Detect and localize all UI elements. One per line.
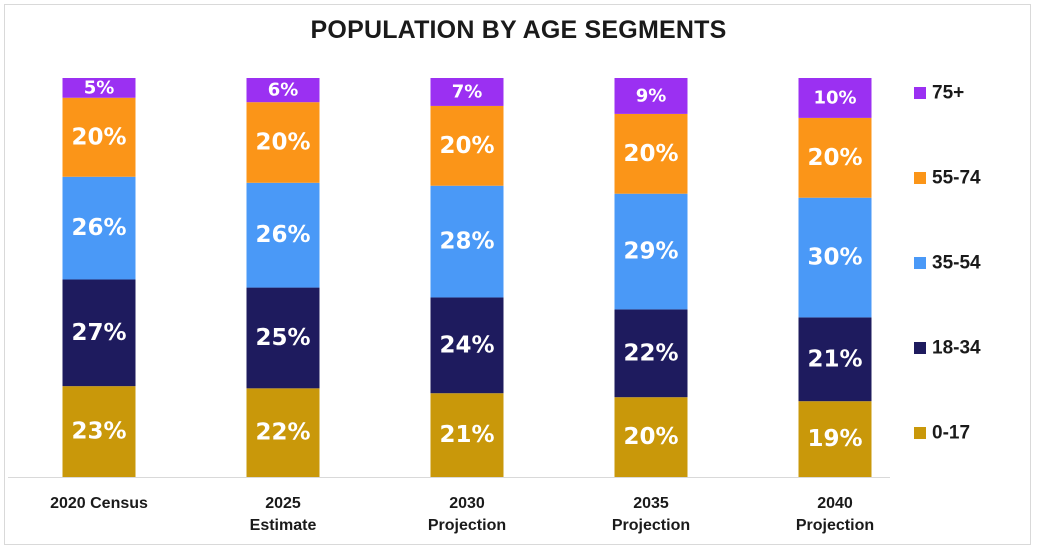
- data-label: 20%: [255, 129, 310, 155]
- data-label: 20%: [71, 124, 126, 150]
- data-label: 5%: [84, 77, 115, 98]
- data-label: 20%: [623, 141, 678, 167]
- bar-segment-0-17-3: [614, 397, 688, 477]
- category-label: 2035: [633, 495, 669, 512]
- bar-segment-75+-2: [430, 78, 504, 106]
- bar-segment-0-17-0: [62, 386, 136, 477]
- bar-segment-35-54-2: [430, 185, 504, 298]
- data-label: 21%: [807, 346, 862, 372]
- bar-segment-0-17-2: [430, 393, 504, 477]
- data-label: 6%: [268, 80, 299, 101]
- data-label: 24%: [439, 332, 494, 358]
- bar-segment-75+-4: [798, 78, 872, 118]
- legend: 75+ 55-74 35-54 18-34 0-17: [914, 83, 981, 444]
- bar-segment-18-34-0: [62, 279, 136, 387]
- bar-segment-55-74-0: [62, 97, 136, 177]
- legend-swatch-55-74: [914, 172, 926, 184]
- category-label: Projection: [428, 517, 506, 534]
- bar-groups: 23% 27% 26% 20% 5% 22% 25% 26% 20% 6% 21% 24% 28% 20%…: [62, 77, 872, 477]
- data-label: 27%: [71, 320, 126, 346]
- legend-label: 35-54: [932, 253, 981, 274]
- data-label: 29%: [623, 239, 678, 265]
- category-labels: 2020 Census 2025 Estimate 2030 Projection 203…: [50, 495, 874, 534]
- data-label: 26%: [71, 215, 126, 241]
- data-label: 26%: [255, 222, 310, 248]
- data-label: 22%: [255, 420, 310, 446]
- category-label: Projection: [796, 517, 874, 534]
- chart-title: POPULATION BY AGE SEGMENTS: [310, 16, 727, 44]
- category-label: 2030: [449, 495, 485, 512]
- legend-swatch-35-54: [914, 257, 926, 269]
- legend-label: 55-74: [932, 168, 981, 189]
- bar-segment-18-34-2: [430, 297, 504, 394]
- data-label: 23%: [71, 419, 126, 445]
- category-label: 2025: [265, 495, 301, 512]
- bar-segment-35-54-4: [798, 197, 872, 318]
- bar-segment-75+-1: [246, 78, 320, 103]
- legend-label: 18-34: [932, 338, 981, 359]
- data-label: 20%: [623, 424, 678, 450]
- data-label: 30%: [807, 245, 862, 271]
- bar-segment-55-74-4: [798, 117, 872, 198]
- bar-segment-0-17-4: [798, 401, 872, 477]
- bar-segment-35-54-3: [614, 193, 688, 310]
- bar-segment-55-74-1: [246, 102, 320, 183]
- data-label: 20%: [439, 133, 494, 159]
- bar-segment-55-74-3: [614, 113, 688, 194]
- bar-segment-75+-0: [62, 78, 136, 98]
- data-label: 22%: [623, 340, 678, 366]
- bar-segment-18-34-1: [246, 287, 320, 389]
- bar-segment-55-74-2: [430, 105, 504, 186]
- category-label: 2020 Census: [50, 495, 148, 512]
- legend-label: 0-17: [932, 423, 970, 444]
- bar-segment-18-34-4: [798, 317, 872, 402]
- data-label: 7%: [452, 81, 483, 102]
- legend-swatch-0-17: [914, 427, 926, 439]
- bar-segment-18-34-3: [614, 309, 688, 398]
- data-label: 21%: [439, 422, 494, 448]
- legend-swatch-18-34: [914, 342, 926, 354]
- bar-segment-75+-3: [614, 78, 688, 114]
- category-label: 2040: [817, 495, 853, 512]
- legend-swatch-75+: [914, 87, 926, 99]
- data-label: 25%: [255, 325, 310, 351]
- data-label: 20%: [807, 145, 862, 171]
- data-label: 9%: [636, 85, 667, 106]
- bar-segment-35-54-1: [246, 182, 320, 288]
- bar-segment-0-17-1: [246, 388, 320, 477]
- category-label: Projection: [612, 517, 690, 534]
- data-label: 28%: [439, 229, 494, 255]
- bar-segment-35-54-0: [62, 176, 136, 280]
- legend-label: 75+: [932, 83, 964, 104]
- category-label: Estimate: [250, 517, 317, 534]
- data-label: 10%: [813, 87, 856, 108]
- data-label: 19%: [807, 426, 862, 452]
